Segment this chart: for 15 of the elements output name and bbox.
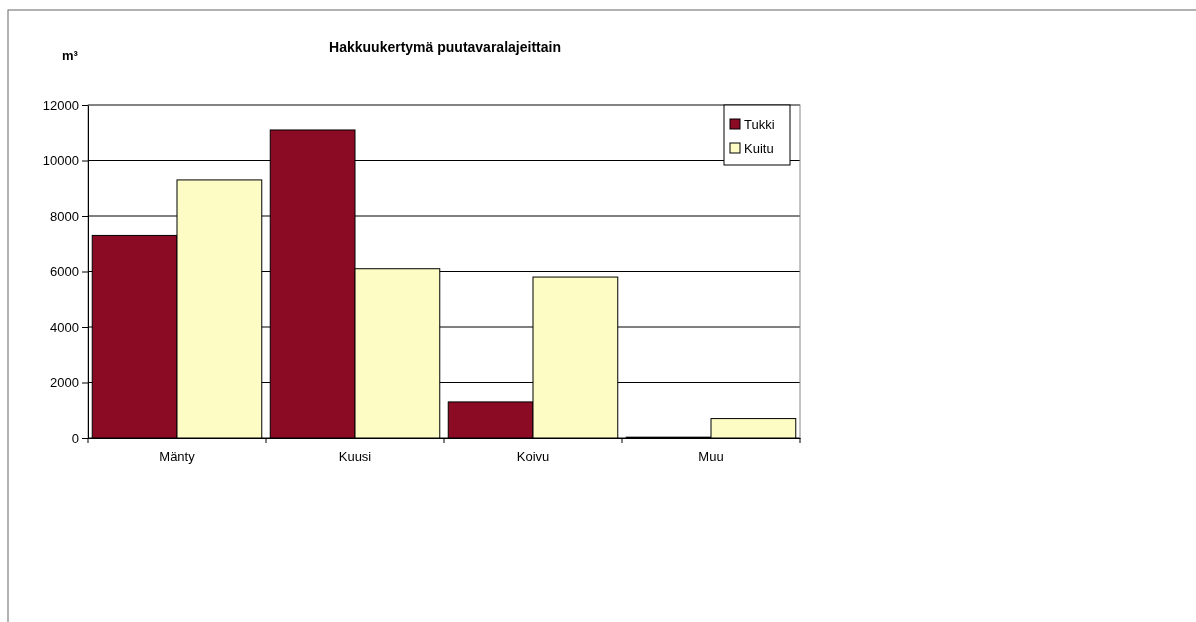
legend-label: Tukki	[744, 117, 775, 132]
y-axis-title: m³	[62, 48, 79, 63]
y-tick-label: 0	[71, 430, 79, 446]
x-tick-label: Koivu	[516, 449, 550, 465]
y-tick-label: 6000	[50, 264, 79, 280]
x-tick-label: Muu	[698, 449, 724, 465]
x-tick-label: Kuusi	[338, 449, 372, 465]
y-tick-label: 12000	[42, 97, 79, 113]
chart-title: Hakkuukertymä puutavaralajeittain	[329, 39, 561, 55]
y-tick-label: 10000	[42, 153, 79, 169]
y-tick-label: 4000	[50, 319, 79, 335]
y-tick-label: 8000	[50, 208, 79, 224]
y-tick-label: 2000	[50, 375, 79, 391]
legend-label: Kuitu	[744, 141, 774, 156]
x-tick-label: Mänty	[159, 449, 196, 465]
